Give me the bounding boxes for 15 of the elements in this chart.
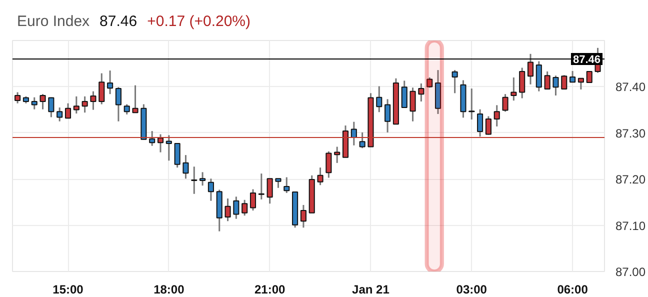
ref-line-label: 87.46 xyxy=(572,54,601,66)
y-tick-label: 87.00 xyxy=(616,265,646,279)
x-tick-label: 06:00 xyxy=(557,282,588,296)
y-tick-label: 87.30 xyxy=(616,126,646,140)
y-tick-label: 87.40 xyxy=(616,80,646,94)
x-tick-label: 03:00 xyxy=(456,282,488,296)
x-tick-label: 15:00 xyxy=(52,282,84,296)
y-tick-label: 87.20 xyxy=(616,172,646,187)
chart-title: Euro Index xyxy=(17,13,90,30)
text: +0.17 (+0.20%) xyxy=(147,13,250,30)
x-tick-label: 21:00 xyxy=(254,282,286,296)
x-tick-label: 18:00 xyxy=(154,282,185,296)
y-tick-label: 87.10 xyxy=(616,218,646,233)
x-tick-label: Jan 21 xyxy=(352,282,390,296)
text: 87.46 xyxy=(100,13,138,30)
